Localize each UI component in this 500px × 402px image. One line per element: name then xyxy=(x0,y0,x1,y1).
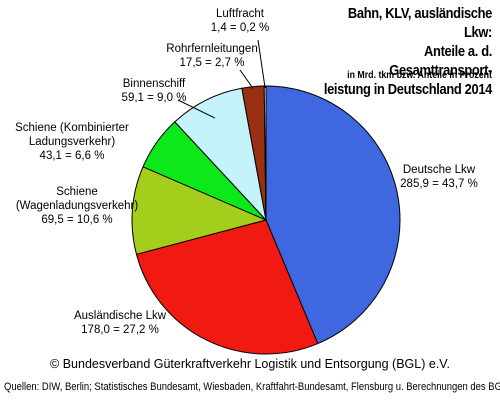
slice-value: 43,1 = 6,6 % xyxy=(39,150,105,162)
chart-title-line: Bahn, KLV, ausländische Lkw: xyxy=(347,5,492,41)
slice-name: Luftfracht xyxy=(216,8,264,20)
chart-title-line: leistung in Deutschland 2014 xyxy=(323,81,493,98)
pie-slice xyxy=(135,219,319,355)
slice-name: Schiene xyxy=(56,186,98,198)
slice-label: Luftfracht 1,4 = 0,2 % xyxy=(211,7,270,35)
leader-line xyxy=(257,39,266,89)
slice-name: (Wagenladungsverkehr) xyxy=(15,200,139,212)
leader-line xyxy=(239,69,254,89)
pie-slice xyxy=(131,166,268,255)
chart-subtitle: in Mrd. tkm bzw. Anteile in Prozent xyxy=(347,69,492,81)
slice-label: Schiene (Kombinierter Ladungsverkehr) 43,1… xyxy=(15,121,129,163)
slice-label: Ausländische Lkw 178,0 = 27,2 % xyxy=(74,309,166,337)
slice-value: 69,5 = 10,6 % xyxy=(41,214,113,226)
slice-value: 178,0 = 27,2 % xyxy=(81,324,159,336)
leader-line xyxy=(177,99,216,119)
chart-title: Bahn, KLV, ausländische Lkw: Anteile a. … xyxy=(320,4,493,99)
slice-name: Schiene (Kombinierter xyxy=(15,122,129,134)
slice-name: Deutsche Lkw xyxy=(402,164,476,176)
slice-name: Binnenschiff xyxy=(122,78,186,90)
slice-name: Rohrfernleitungen xyxy=(166,43,258,55)
slice-label: Binnenschiff 59,1 = 9,0 % xyxy=(122,77,187,105)
sources-note: Quellen: DIW, Berlin; Statistisches Bund… xyxy=(4,381,500,393)
slice-name: Ausländische Lkw xyxy=(73,310,167,322)
slice-value: 59,1 = 9,0 % xyxy=(121,92,187,104)
slice-label: Deutsche Lkw 285,9 = 43,7 % xyxy=(400,163,478,191)
slice-value: 285,9 = 43,7 % xyxy=(400,178,478,190)
slice-name: Ladungsverkehr) xyxy=(28,136,116,148)
slice-value: 1,4 = 0,2 % xyxy=(210,22,270,34)
chart-title-line: Anteile a. d. Gesamttransport- xyxy=(389,43,492,79)
slice-value: 17,5 = 2,7 % xyxy=(179,57,245,69)
copyright-note: © Bundesverband Güterkraftverkehr Logist… xyxy=(50,357,450,371)
slice-label: Schiene (Wagenladungsverkehr) 69,5 = 10,6 … xyxy=(16,185,138,227)
pie-slice xyxy=(265,85,401,345)
slice-label: Rohrfernleitungen 17,5 = 2,7 % xyxy=(166,42,257,70)
